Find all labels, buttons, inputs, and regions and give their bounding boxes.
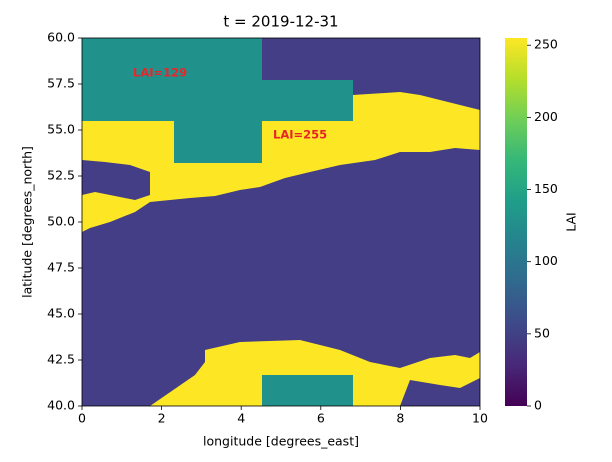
colorbar-tick-label: 50: [534, 325, 550, 340]
colorbar-tick-label: 150: [534, 181, 558, 196]
x-tick-label: 0: [78, 411, 86, 426]
y-tick-label: 47.5: [47, 260, 75, 275]
colorbar-tick-label: 100: [534, 253, 558, 268]
x-axis-label: longitude [degrees_east]: [203, 434, 359, 449]
annotation: LAI=129: [133, 66, 187, 80]
chart-title: t = 2019-12-31: [223, 13, 338, 31]
x-tick-label: 2: [158, 411, 166, 426]
britain: [82, 160, 150, 200]
colorbar-tick-label: 0: [534, 398, 542, 413]
y-tick-label: 60.0: [47, 30, 75, 45]
colorbar-tick-label: 250: [534, 37, 558, 52]
filled-block: [262, 375, 353, 406]
colorbar: [505, 38, 527, 406]
x-tick-label: 8: [396, 411, 404, 426]
y-axis-label: latitude [degrees_north]: [20, 146, 35, 298]
x-tick-label: 10: [472, 411, 488, 426]
y-tick-label: 55.0: [47, 122, 75, 137]
y-tick-label: 57.5: [47, 76, 75, 91]
y-tick-label: 52.5: [47, 168, 75, 183]
x-tick-label: 6: [317, 411, 325, 426]
colorbar-label: LAI: [564, 212, 579, 232]
filled-block: [82, 38, 353, 163]
colorbar-tick-label: 200: [534, 109, 558, 124]
annotation: LAI=255: [273, 128, 327, 142]
x-tick-label: 4: [237, 411, 245, 426]
y-tick-label: 40.0: [47, 398, 75, 413]
y-tick-label: 45.0: [47, 306, 75, 321]
map-raster: [82, 38, 480, 406]
mediterranean: [150, 340, 480, 406]
y-tick-label: 42.5: [47, 352, 75, 367]
y-tick-label: 50.0: [47, 214, 75, 229]
